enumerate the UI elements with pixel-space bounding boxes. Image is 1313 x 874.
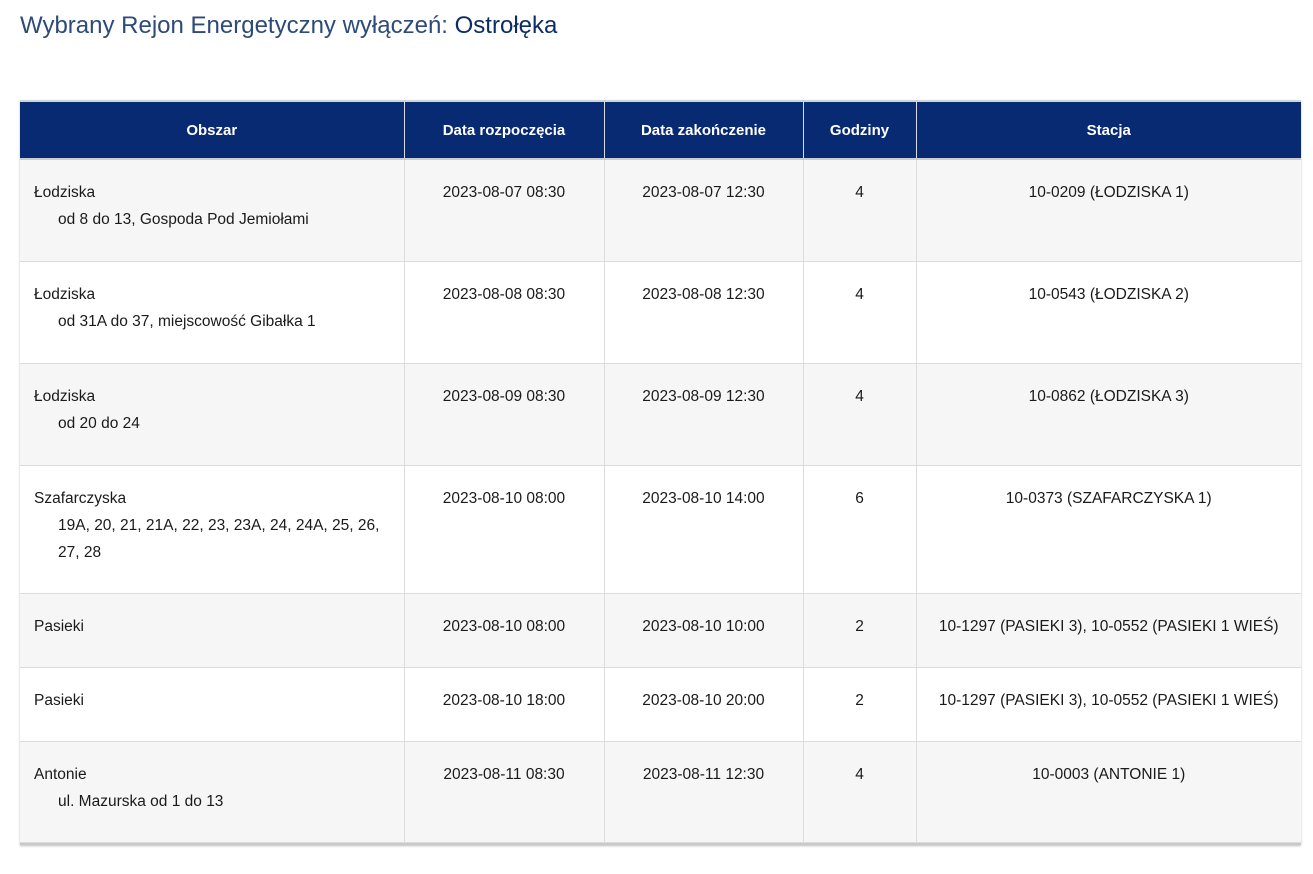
area-name: Łodziska [34,388,96,405]
area-detail: od 20 do 24 [58,415,140,432]
cell-area: Pasieki [20,667,405,742]
cell-hours: 2 [803,667,917,742]
page-title: Wybrany Rejon Energetyczny wyłączeń: Ost… [20,11,557,41]
cell-start-date: 2023-08-10 08:00 [404,465,605,594]
cell-start-date: 2023-08-08 08:30 [404,261,605,364]
cell-end-date: 2023-08-08 12:30 [604,261,804,364]
outage-table-container: Obszar Data rozpoczęcia Data zakończenie… [20,100,1301,845]
cell-hours: 6 [803,465,917,594]
cell-station: 10-0373 (SZAFARCZYSKA 1) [916,465,1301,594]
column-header-area: Obszar [20,100,405,160]
cell-start-date: 2023-08-10 18:00 [404,667,605,742]
cell-end-date: 2023-08-07 12:30 [604,159,804,262]
cell-station: 10-0862 (ŁODZISKA 3) [916,363,1301,466]
cell-start-date: 2023-08-07 08:30 [404,159,605,262]
cell-station: 10-0003 (ANTONIE 1) [916,741,1301,843]
cell-end-date: 2023-08-10 10:00 [604,593,804,668]
table-row: Łodziska od 8 do 13, Gospoda Pod Jemioła… [20,159,1301,262]
cell-station: 10-1297 (PASIEKI 3), 10-0552 (PASIEKI 1 … [916,593,1301,668]
cell-start-date: 2023-08-09 08:30 [404,363,605,466]
area-detail: od 31A do 37, miejscowość Gibałka 1 [58,313,316,330]
column-header-start-date: Data rozpoczęcia [404,100,605,160]
cell-hours: 2 [803,593,917,668]
table-row: Antonie ul. Mazurska od 1 do 13 2023-08-… [20,741,1301,843]
cell-hours: 4 [803,363,917,466]
cell-start-date: 2023-08-11 08:30 [404,741,605,843]
cell-end-date: 2023-08-10 14:00 [604,465,804,594]
area-name: Pasieki [34,618,84,635]
cell-start-date: 2023-08-10 08:00 [404,593,605,668]
cell-end-date: 2023-08-11 12:30 [604,741,804,843]
cell-hours: 4 [803,159,917,262]
selected-region: Ostrołęka [454,12,558,39]
cell-area: Pasieki [20,593,405,668]
table-row: Łodziska od 20 do 24 2023-08-09 08:30 20… [20,363,1301,466]
area-name: Łodziska [34,184,96,201]
area-detail: od 8 do 13, Gospoda Pod Jemiołami [58,211,309,228]
cell-station: 10-1297 (PASIEKI 3), 10-0552 (PASIEKI 1 … [916,667,1301,742]
cell-hours: 4 [803,741,917,843]
column-header-end-date: Data zakończenie [604,100,804,160]
area-name: Antonie [34,766,87,783]
cell-end-date: 2023-08-10 20:00 [604,667,804,742]
table-row: Łodziska od 31A do 37, miejscowość Gibał… [20,261,1301,364]
cell-station: 10-0543 (ŁODZISKA 2) [916,261,1301,364]
table-row: Pasieki 2023-08-10 08:00 2023-08-10 10:0… [20,593,1301,668]
page-title-label: Wybrany Rejon Energetyczny wyłączeń: [20,12,448,39]
area-name: Łodziska [34,286,96,303]
column-header-hours: Godziny [803,100,917,160]
cell-hours: 4 [803,261,917,364]
cell-end-date: 2023-08-09 12:30 [604,363,804,466]
cell-area: Łodziska od 20 do 24 [20,363,405,466]
area-detail: 19A, 20, 21, 21A, 22, 23, 23A, 24, 24A, … [58,517,380,561]
cell-area: Łodziska od 8 do 13, Gospoda Pod Jemioła… [20,159,405,262]
cell-area: Antonie ul. Mazurska od 1 do 13 [20,741,405,843]
table-row: Szafarczyska 19A, 20, 21, 21A, 22, 23, 2… [20,465,1301,594]
table-body: Łodziska od 8 do 13, Gospoda Pod Jemioła… [20,159,1301,843]
column-header-station: Stacja [916,100,1301,160]
area-name: Szafarczyska [34,490,127,507]
cell-station: 10-0209 (ŁODZISKA 1) [916,159,1301,262]
cell-area: Szafarczyska 19A, 20, 21, 21A, 22, 23, 2… [20,465,405,594]
table-header: Obszar Data rozpoczęcia Data zakończenie… [20,100,1301,160]
area-detail: ul. Mazurska od 1 do 13 [58,793,224,810]
area-name: Pasieki [34,692,84,709]
cell-area: Łodziska od 31A do 37, miejscowość Gibał… [20,261,405,364]
table-header-row: Obszar Data rozpoczęcia Data zakończenie… [20,100,1301,160]
outage-table: Obszar Data rozpoczęcia Data zakończenie… [20,100,1301,843]
table-row: Pasieki 2023-08-10 18:00 2023-08-10 20:0… [20,667,1301,742]
